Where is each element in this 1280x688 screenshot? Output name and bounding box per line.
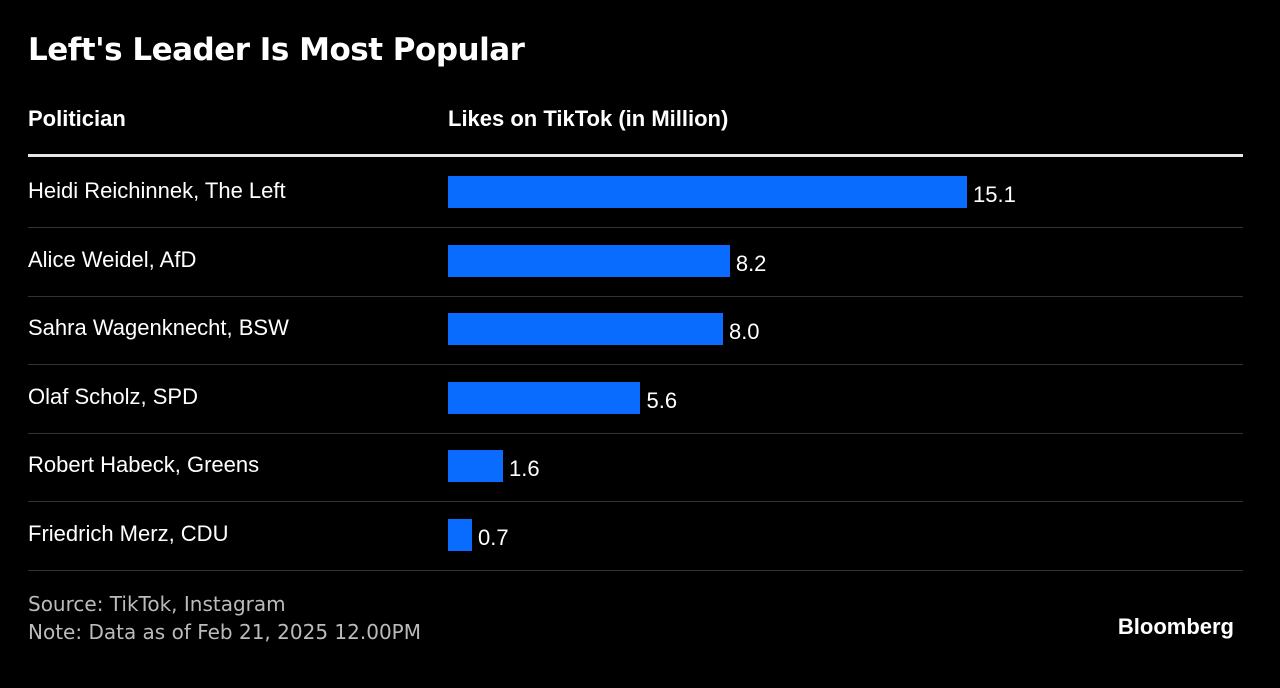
- table-row: Alice Weidel, AfD 8.2: [28, 227, 1243, 297]
- bar: [448, 313, 723, 345]
- politician-label: Sahra Wagenknecht, BSW: [28, 315, 289, 340]
- politician-label: Robert Habeck, Greens: [28, 452, 260, 477]
- politician-label: Alice Weidel, AfD: [28, 246, 197, 272]
- value-label: 15.1: [973, 182, 1016, 207]
- chart-title: Left's Leader Is Most Popular: [28, 32, 525, 68]
- value-label: 1.6: [508, 456, 540, 481]
- value-label: 8.0: [728, 319, 760, 344]
- bar: [448, 450, 503, 482]
- value-label: 8.2: [735, 250, 767, 276]
- value-label: 5.6: [646, 387, 678, 413]
- table-row: Friedrich Merz, CDU 0.7: [28, 501, 1243, 571]
- bloomberg-logo: Bloomberg: [1117, 614, 1234, 639]
- table-row: Olaf Scholz, SPD 5.6: [28, 364, 1243, 434]
- bar: [448, 518, 473, 551]
- table-row: Sahra Wagenknecht, BSW 8.0: [28, 295, 1243, 365]
- politician-label: Friedrich Merz, CDU: [28, 520, 229, 546]
- header-divider: [28, 154, 1243, 157]
- bar: [448, 381, 641, 414]
- politician-label: Heidi Reichinnek, The Left: [28, 178, 286, 203]
- bar: [448, 244, 730, 277]
- table-row: Robert Habeck, Greens 1.6: [28, 432, 1243, 502]
- table-row: Heidi Reichinnek, The Left 15.1: [28, 158, 1243, 228]
- column-header-politician: Politician: [28, 106, 126, 131]
- column-header-likes: Likes on TikTok (in Million): [448, 106, 729, 131]
- source-note: Source: TikTok, Instagram: [28, 592, 286, 616]
- bar: [448, 176, 967, 208]
- data-note: Note: Data as of Feb 21, 2025 12.00PM: [28, 620, 421, 644]
- politician-label: Olaf Scholz, SPD: [28, 383, 198, 409]
- value-label: 0.7: [478, 524, 509, 550]
